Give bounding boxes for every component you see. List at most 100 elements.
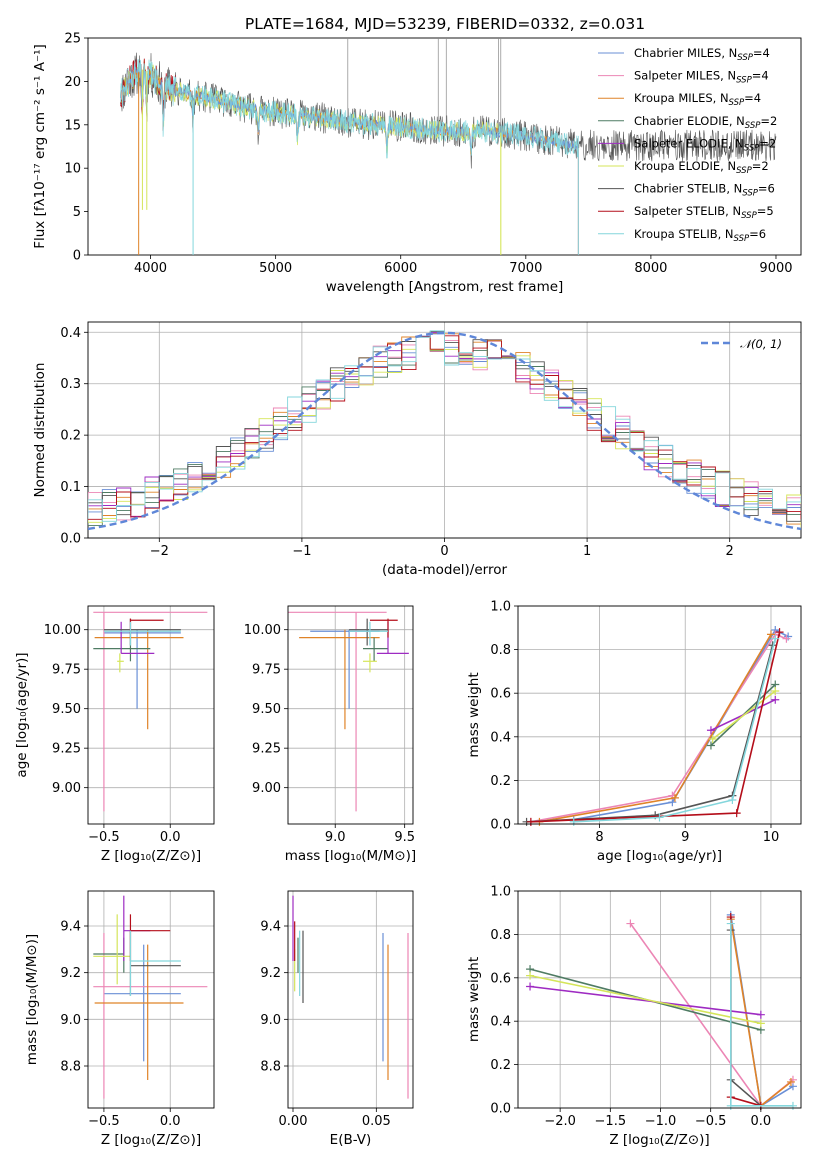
mass-weight-vs-age-panel: 8 9 10 0.0 0.2 0.4 0.6 0.8 1.0 age [log₁₀(age/yr)… xyxy=(466,600,802,864)
marker-salpeter-elodie xyxy=(526,982,535,991)
legend-text: Kroupa STELIB, N xyxy=(634,227,734,241)
y-tick-label: 0.8 xyxy=(490,928,511,943)
series-salpeter-stelib xyxy=(530,632,781,823)
marker-kroupa-stelib xyxy=(728,796,737,805)
y-tick-label: 9.00 xyxy=(52,781,81,796)
axes-frame xyxy=(517,890,802,1109)
y-axis-label: Normed distribution xyxy=(32,363,48,498)
x-tick-label: −2 xyxy=(150,544,169,559)
x-tick-label: 6000 xyxy=(384,261,417,276)
spectrum-kroupa-stelib xyxy=(120,58,579,255)
y-tick-label: 9.25 xyxy=(252,742,281,757)
marker-kroupa-elodie xyxy=(756,1019,765,1028)
y-tick-label: 15 xyxy=(64,118,81,133)
legend-subscript: SSP xyxy=(742,189,758,199)
histograms xyxy=(88,330,801,531)
legend-entry-salpeter-miles: Salpeter MILES, NSSP=4 xyxy=(634,69,769,86)
x-tick-label: 10 xyxy=(763,830,780,845)
figure-title: PLATE=1684, MJD=53239, FIBERID=0332, z=0… xyxy=(245,15,645,33)
x-tick-label: 9000 xyxy=(759,261,792,276)
legend-suffix: =6 xyxy=(758,182,775,196)
marker-kroupa-elodie xyxy=(526,971,535,980)
legend-entry-chabrier-miles: Chabrier MILES, NSSP=4 xyxy=(634,46,770,63)
series-salpeter-elodie xyxy=(529,985,761,1016)
x-axis-label: (data-model)/error xyxy=(382,562,508,578)
legend-text: Salpeter STELIB, N xyxy=(634,204,741,218)
legend-suffix: =4 xyxy=(752,69,769,83)
legend-entry-chabrier-stelib: Chabrier STELIB, NSSP=6 xyxy=(634,182,775,199)
y-tick-label: 0.6 xyxy=(490,971,511,986)
marker-kroupa-miles xyxy=(786,1077,795,1086)
legend-suffix: =2 xyxy=(752,159,769,173)
spectrum-lines xyxy=(120,38,777,255)
y-tick-label: 8.8 xyxy=(60,1060,81,1075)
mass-weight-vs-metallicity-panel: −2.0 −1.5 −1.0 −0.5 0.0 0.0 0.2 0.4 0.6 0.8 1.0 Z [… xyxy=(466,885,802,1148)
legend-suffix: =4 xyxy=(753,46,770,60)
y-tick-label: 9.2 xyxy=(60,966,81,981)
marker-salpeter-elodie xyxy=(706,726,715,735)
y-tick-label: 10.00 xyxy=(44,623,81,638)
plot-data xyxy=(292,895,409,1099)
marker-kroupa-stelib xyxy=(771,634,780,643)
legend-subscript: SSP xyxy=(745,121,761,131)
x-tick-label: 0 xyxy=(440,544,448,559)
legend-text: Salpeter MILES, N xyxy=(634,69,736,83)
y-tick-label: 5 xyxy=(73,205,81,220)
marker-kroupa-miles xyxy=(670,793,679,802)
y-tick-label: 0.2 xyxy=(60,429,81,444)
x-tick-label: 9.0 xyxy=(325,830,346,845)
y-tick-label: 9.4 xyxy=(60,920,81,935)
x-tick-label: 0.00 xyxy=(279,1114,308,1129)
y-axis-label: mass weight xyxy=(466,957,482,1042)
y-tick-label: 0.3 xyxy=(60,377,81,392)
age-vs-metallicity-panel: −0.5 0.0 9.00 9.25 9.50 9.75 10.00 Z [log₁₀(Z/Z… xyxy=(14,605,215,864)
axes-frame xyxy=(517,605,802,825)
x-tick-label: −1.5 xyxy=(595,1114,627,1129)
axes-frame xyxy=(87,37,802,256)
axes-frame xyxy=(287,605,414,825)
x-tick-label: 7000 xyxy=(509,261,542,276)
legend-subscript: SSP xyxy=(737,53,753,63)
marker-chabrier-miles xyxy=(784,632,793,641)
y-tick-label: 0.4 xyxy=(490,730,511,745)
y-tick-label: 9.75 xyxy=(252,663,281,678)
legend-entry-kroupa-elodie: Kroupa ELODIE, NSSP=2 xyxy=(634,159,769,176)
y-axis-label: mass [log₁₀(M/M⊙)] xyxy=(24,934,40,1065)
x-tick-label: 9.5 xyxy=(394,830,415,845)
y-tick-label: 10 xyxy=(64,162,81,177)
x-tick-label: −1.0 xyxy=(645,1114,677,1129)
y-tick-label: 1.0 xyxy=(490,885,511,900)
y-tick-label: 0.2 xyxy=(490,774,511,789)
legend-suffix: =2 xyxy=(759,136,776,150)
mass-vs-metallicity-panel: −0.5 0.0 8.8 9.0 9.2 9.4 Z [log₁₀(Z/Z⊙)] mass [… xyxy=(24,890,215,1148)
x-axis-label: Z [log₁₀(Z/Z⊙)] xyxy=(609,1132,709,1148)
marker-kroupa-elodie xyxy=(708,734,717,743)
legend-entry-kroupa-miles: Kroupa MILES, NSSP=4 xyxy=(634,91,761,108)
legend-entry-salpeter-elodie: Salpeter ELODIE, NSSP=2 xyxy=(634,136,776,153)
legend-entry-salpeter-stelib: Salpeter STELIB, NSSP=5 xyxy=(634,204,774,221)
x-axis-label: age [log₁₀(age/yr)] xyxy=(597,848,722,864)
marker-kroupa-elodie xyxy=(771,687,780,696)
legend-text: Chabrier STELIB, N xyxy=(634,182,742,196)
series-kroupa-stelib xyxy=(573,638,777,823)
x-axis-label: Z [log₁₀(Z/Z⊙)] xyxy=(101,1132,201,1148)
marker-kroupa-miles xyxy=(766,630,775,639)
y-tick-label: 0.4 xyxy=(60,326,81,341)
marker-salpeter-stelib xyxy=(526,817,535,826)
legend-entry-chabrier-elodie: Chabrier ELODIE, NSSP=2 xyxy=(634,114,777,131)
axes-frame xyxy=(87,605,215,825)
y-tick-label: 0.0 xyxy=(60,532,81,547)
y-axis-label: Flux [fλ10⁻¹⁷ erg cm⁻² s⁻¹ A⁻¹] xyxy=(32,44,48,249)
series-kroupa-miles xyxy=(539,633,772,823)
marker-salpeter-elodie xyxy=(771,695,780,704)
x-axis-label: Z [log₁₀(Z/Z⊙)] xyxy=(101,848,201,864)
marker-salpeter-miles xyxy=(782,634,791,643)
legend-subscript: SSP xyxy=(736,76,752,86)
x-axis-label: mass [log₁₀(M/M⊙)] xyxy=(285,848,416,864)
y-tick-label: 0.2 xyxy=(490,1058,511,1073)
y-axis-label: age [log₁₀(age/yr)] xyxy=(14,652,30,777)
x-tick-label: −0.5 xyxy=(88,830,120,845)
y-tick-label: 9.50 xyxy=(252,702,281,717)
plot-data xyxy=(526,910,797,1110)
